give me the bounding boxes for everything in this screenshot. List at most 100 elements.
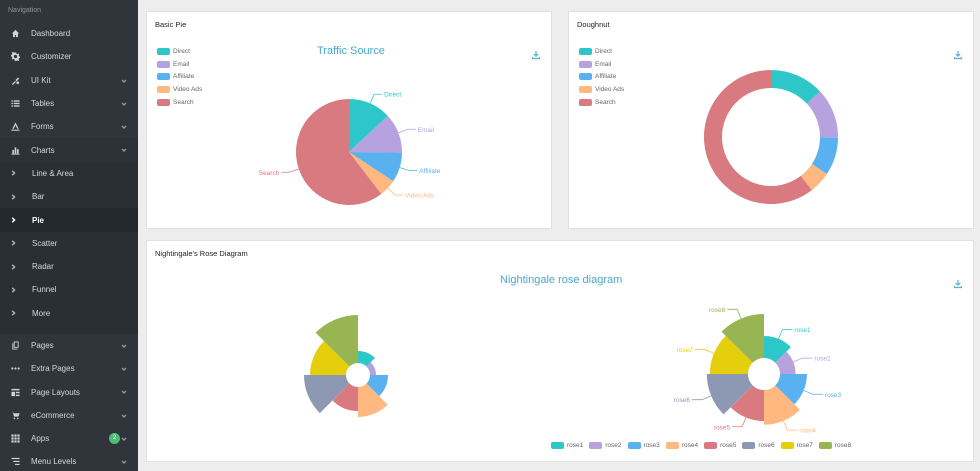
- pie-slice[interactable]: [349, 99, 388, 152]
- layouts-icon: [10, 387, 21, 398]
- rose-slice[interactable]: [709, 335, 753, 374]
- legend-swatch: [157, 99, 170, 107]
- ui-kit-icon: [10, 75, 21, 86]
- rose-slice[interactable]: [764, 336, 791, 363]
- legend-swatch: [157, 73, 170, 81]
- doughnut-slice[interactable]: [704, 70, 812, 204]
- sidebar-subitem-scatter[interactable]: Scatter: [0, 231, 138, 255]
- legend-label: rose2: [605, 442, 622, 449]
- sidebar-subitem-label: Radar: [32, 262, 54, 272]
- legend-item[interactable]: Direct: [157, 45, 202, 58]
- label-leader-line: [803, 390, 823, 395]
- rose-slice[interactable]: [706, 374, 753, 415]
- sidebar-item-menu-levels[interactable]: Menu Levels: [0, 450, 138, 471]
- download-icon[interactable]: [953, 47, 963, 60]
- sidebar-subitem-funnel[interactable]: Funnel: [0, 278, 138, 302]
- sidebar-subitem-label: Scatter: [32, 238, 58, 248]
- sidebar-item-ui-kit[interactable]: UI Kit: [0, 69, 138, 92]
- pie-slice[interactable]: [349, 152, 394, 195]
- doughnut-slice[interactable]: [811, 137, 838, 174]
- rose-slice[interactable]: [366, 375, 388, 397]
- pie-slice[interactable]: [349, 115, 402, 153]
- legend-item[interactable]: rose7: [780, 442, 813, 449]
- sidebar-item-tables[interactable]: Tables: [0, 92, 138, 115]
- sidebar-item-ecommerce[interactable]: eCommerce: [0, 404, 138, 427]
- sidebar-item-extra-pages[interactable]: Extra Pages: [0, 357, 138, 380]
- sidebar-subitem-more[interactable]: More: [0, 301, 138, 325]
- rose-slice[interactable]: [721, 314, 764, 363]
- legend-item[interactable]: rose4: [665, 442, 698, 449]
- download-icon[interactable]: [953, 276, 963, 289]
- pie-slice[interactable]: [349, 152, 402, 182]
- sidebar-item-forms[interactable]: Forms: [0, 115, 138, 138]
- rose-slice[interactable]: [304, 375, 350, 414]
- rose-slice[interactable]: [730, 385, 764, 422]
- legend-swatch: [579, 47, 592, 55]
- basic-pie-card: Basic Pie Traffic Source Direct Email Affi…: [146, 11, 552, 229]
- legend-item[interactable]: rose8: [818, 442, 851, 449]
- card-title: Doughnut: [577, 20, 610, 29]
- sidebar-item-apps[interactable]: Apps 2: [0, 427, 138, 450]
- legend-item[interactable]: rose3: [627, 442, 660, 449]
- legend-item[interactable]: rose1: [551, 442, 583, 449]
- rose-slice[interactable]: [332, 383, 358, 411]
- sidebar-item-label: Apps: [31, 434, 50, 444]
- legend-swatch: [627, 442, 641, 449]
- sidebar-item-pages[interactable]: Pages: [0, 334, 138, 357]
- legend-item[interactable]: Search: [579, 96, 624, 109]
- sidebar-subitem-bar[interactable]: Bar: [0, 185, 138, 209]
- pie-slice[interactable]: [296, 99, 382, 205]
- legend-item[interactable]: Affiliate: [579, 71, 624, 84]
- rose-slice[interactable]: [315, 315, 358, 367]
- chevron-right-icon: [11, 240, 19, 247]
- gear-icon: [10, 51, 21, 62]
- legend-label: Email: [595, 60, 612, 68]
- pie-chart: Direct Email Affiliate Video Ads Search: [259, 92, 441, 205]
- chevron-down-icon: [121, 388, 127, 395]
- sidebar-item-page-layouts[interactable]: Page Layouts: [0, 380, 138, 403]
- sidebar-subitem-radar[interactable]: Radar: [0, 254, 138, 279]
- chevron-right-icon: [11, 194, 19, 200]
- sidebar-subitem-pie[interactable]: Pie: [0, 208, 138, 232]
- chevron-right-icon: [11, 263, 19, 270]
- slice-label: Direct: [384, 92, 401, 99]
- rose-slice[interactable]: [358, 351, 375, 367]
- chevron-down-icon: [121, 123, 127, 130]
- sidebar-item-label: Customizer: [31, 52, 72, 62]
- legend-item[interactable]: Email: [579, 58, 624, 71]
- rose-slice[interactable]: [310, 341, 350, 375]
- legend-item[interactable]: rose5: [704, 442, 736, 449]
- sidebar-subitem-label: More: [32, 308, 51, 318]
- chevron-down-icon: [121, 365, 127, 372]
- sidebar-subitem-line-area[interactable]: Line & Area: [0, 161, 138, 186]
- legend-item[interactable]: Video Ads: [157, 83, 202, 96]
- grid-icon: [10, 433, 21, 444]
- doughnut-slice[interactable]: [806, 91, 838, 138]
- legend-item[interactable]: Email: [157, 58, 202, 71]
- legend-item[interactable]: rose2: [589, 442, 622, 449]
- legend-item[interactable]: Affiliate: [157, 71, 202, 84]
- doughnut-slice[interactable]: [771, 70, 821, 104]
- legend-label: rose1: [567, 442, 584, 449]
- legend-item[interactable]: Direct: [579, 45, 624, 58]
- legend-item[interactable]: Search: [157, 96, 202, 109]
- rose-slice[interactable]: [358, 383, 388, 417]
- rose-slice[interactable]: [775, 374, 807, 405]
- label-leader-line: [281, 168, 299, 173]
- chevron-down-icon: [121, 412, 127, 418]
- doughnut-slice[interactable]: [800, 164, 827, 191]
- sidebar-item-dashboard[interactable]: Dashboard: [0, 22, 138, 45]
- sidebar-item-customizer[interactable]: Customizer: [0, 45, 138, 68]
- legend-label: Video Ads: [595, 86, 625, 94]
- legend-item[interactable]: Video Ads: [579, 83, 624, 96]
- bar-chart-icon: [10, 145, 21, 156]
- legend-label: rose5: [720, 442, 737, 449]
- rose-slice[interactable]: [366, 362, 376, 375]
- legend-item[interactable]: rose6: [742, 442, 775, 449]
- rose-slice[interactable]: [775, 351, 796, 374]
- sidebar-item-charts[interactable]: Charts: [0, 138, 138, 162]
- rose-slice[interactable]: [764, 385, 800, 425]
- chevron-down-icon: [121, 435, 127, 442]
- download-icon[interactable]: [531, 47, 541, 60]
- legend-swatch: [579, 99, 592, 107]
